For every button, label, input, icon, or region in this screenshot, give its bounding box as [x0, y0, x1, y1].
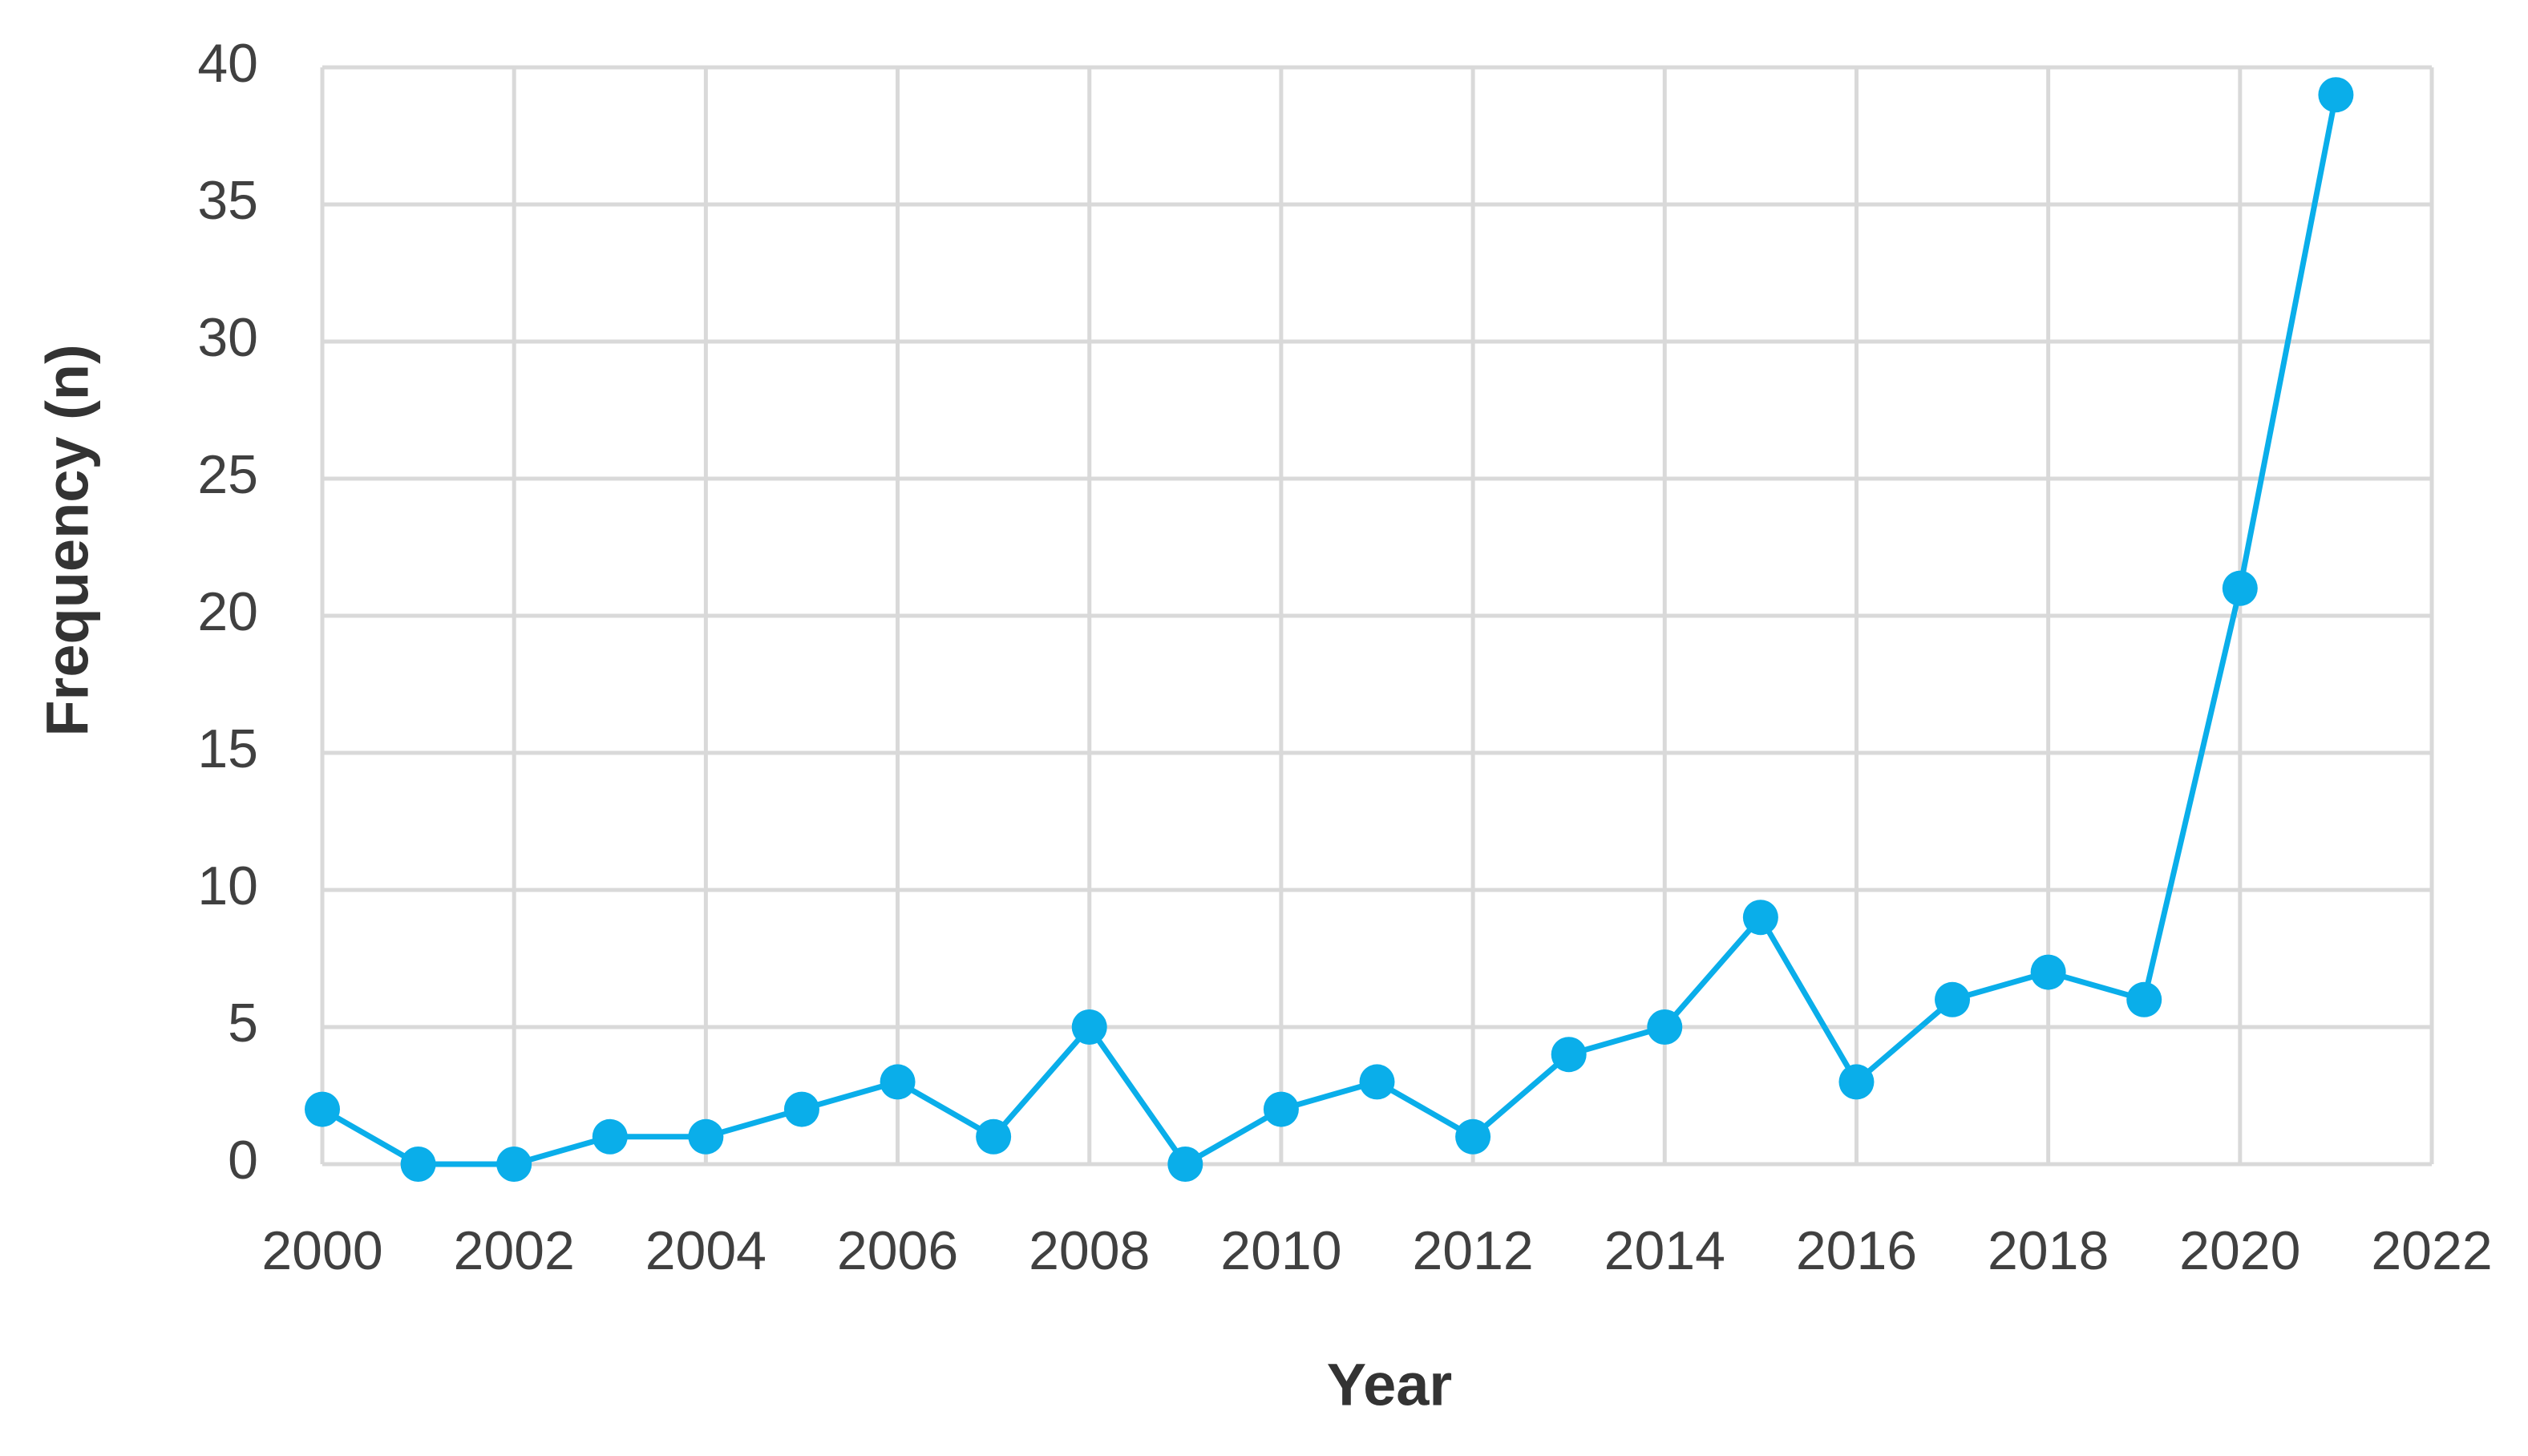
y-tick-label: 30: [197, 307, 258, 368]
y-tick-label: 35: [197, 170, 258, 231]
x-tick-label: 2010: [1220, 1220, 1341, 1281]
x-tick-label: 2014: [1604, 1220, 1725, 1281]
x-tick-label: 2006: [837, 1220, 958, 1281]
data-point: [592, 1118, 628, 1155]
y-tick-label: 20: [197, 581, 258, 642]
x-tick-label: 2016: [1796, 1220, 1917, 1281]
data-point: [2318, 77, 2354, 113]
data-point: [400, 1147, 436, 1182]
y-tick-label: 25: [197, 444, 258, 505]
data-point: [688, 1118, 724, 1155]
data-point: [2030, 954, 2066, 990]
data-point: [1838, 1064, 1875, 1100]
data-point: [1647, 1009, 1683, 1045]
y-tick-label: 5: [228, 993, 258, 1054]
x-tick-label: 2002: [454, 1220, 575, 1281]
x-tick-label: 2022: [2371, 1220, 2492, 1281]
x-tick-label: 2018: [1988, 1220, 2109, 1281]
data-point: [2126, 981, 2162, 1017]
y-tick-label: 15: [197, 718, 258, 779]
data-point: [1455, 1118, 1491, 1155]
x-tick-label: 2000: [261, 1220, 382, 1281]
x-tick-label: 2020: [2179, 1220, 2300, 1281]
data-point: [1263, 1091, 1299, 1127]
x-tick-label: 2004: [645, 1220, 766, 1281]
data-point: [976, 1118, 1012, 1155]
y-axis-title: Frequency (n): [34, 344, 101, 736]
y-tick-label: 10: [197, 855, 258, 916]
data-point: [1551, 1037, 1587, 1073]
data-point: [496, 1147, 532, 1182]
data-point: [1935, 981, 1971, 1017]
data-point: [1359, 1064, 1395, 1100]
data-point: [783, 1091, 819, 1127]
data-point: [880, 1064, 916, 1100]
data-line: [321, 94, 2339, 1167]
y-tick-label: 0: [228, 1130, 258, 1191]
y-tick-label: 40: [197, 33, 258, 94]
x-tick-label: 2008: [1029, 1220, 1150, 1281]
data-point: [1742, 900, 1778, 936]
x-axis-title: Year: [1327, 1352, 1452, 1418]
data-point: [1071, 1009, 1107, 1045]
data-point: [2222, 570, 2258, 606]
data-point: [305, 1091, 340, 1127]
data-point: [1167, 1147, 1203, 1182]
x-tick-label: 2012: [1412, 1220, 1533, 1281]
